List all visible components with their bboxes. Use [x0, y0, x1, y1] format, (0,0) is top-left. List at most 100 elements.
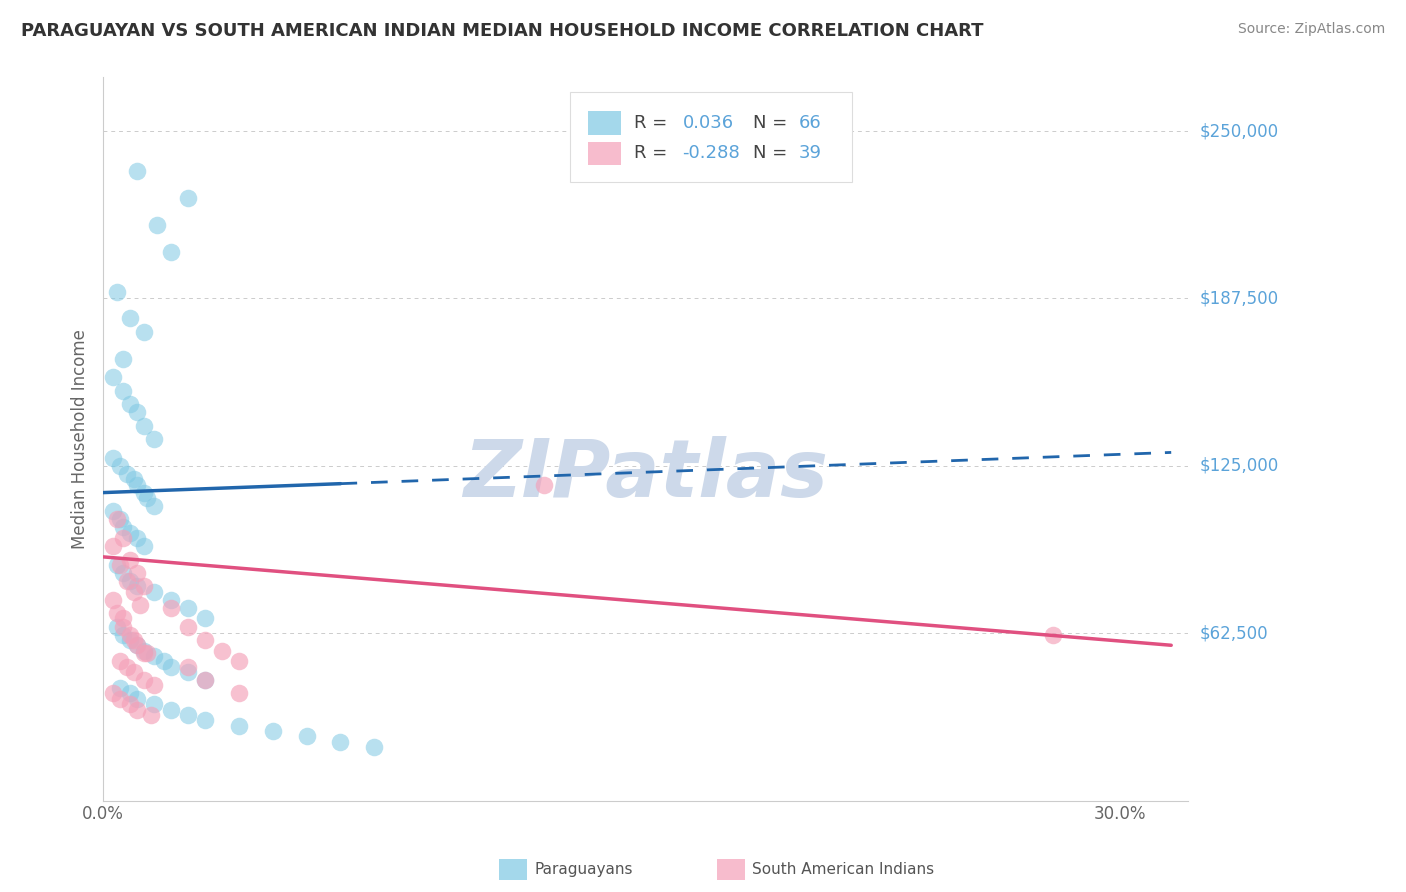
Point: [146, 218, 169, 232]
Point: [122, 584, 145, 599]
Point: [533, 477, 555, 491]
Point: [125, 531, 148, 545]
Point: [112, 531, 135, 545]
Point: [132, 646, 155, 660]
Point: [363, 740, 385, 755]
Point: [143, 499, 166, 513]
Point: [160, 244, 183, 259]
Text: PARAGUAYAN VS SOUTH AMERICAN INDIAN MEDIAN HOUSEHOLD INCOME CORRELATION CHART: PARAGUAYAN VS SOUTH AMERICAN INDIAN MEDI…: [21, 22, 984, 40]
Text: -0.288: -0.288: [682, 145, 741, 162]
Point: [112, 619, 135, 633]
Point: [103, 686, 125, 700]
Point: [194, 611, 217, 625]
Point: [108, 654, 131, 668]
Point: [132, 325, 155, 339]
Point: [125, 702, 148, 716]
Point: [194, 713, 217, 727]
Point: [122, 472, 145, 486]
Point: [120, 686, 142, 700]
Point: [143, 697, 166, 711]
Point: [194, 673, 217, 687]
Point: [132, 485, 155, 500]
Point: [125, 691, 148, 706]
Point: [115, 574, 138, 588]
Point: [120, 552, 142, 566]
Point: [125, 566, 148, 580]
Point: [143, 648, 166, 663]
FancyBboxPatch shape: [588, 142, 620, 165]
Point: [112, 611, 135, 625]
Point: [122, 665, 145, 679]
Point: [112, 627, 135, 641]
Text: N =: N =: [754, 114, 793, 132]
Point: [125, 638, 148, 652]
Text: R =: R =: [634, 145, 672, 162]
Point: [125, 164, 148, 178]
Point: [103, 539, 125, 553]
Text: R =: R =: [634, 114, 672, 132]
Point: [112, 351, 135, 366]
Point: [108, 558, 131, 572]
Point: [153, 654, 176, 668]
Point: [125, 579, 148, 593]
Text: $250,000: $250,000: [1199, 122, 1278, 140]
Point: [120, 311, 142, 326]
Text: 0.036: 0.036: [682, 114, 734, 132]
Point: [228, 654, 250, 668]
Text: Paraguayans: Paraguayans: [534, 863, 633, 877]
Point: [105, 512, 128, 526]
Point: [112, 384, 135, 398]
Point: [211, 643, 233, 657]
Text: $125,000: $125,000: [1199, 457, 1278, 475]
Point: [103, 592, 125, 607]
Point: [115, 659, 138, 673]
Point: [108, 691, 131, 706]
Point: [125, 477, 148, 491]
FancyBboxPatch shape: [569, 92, 852, 182]
Point: [132, 673, 155, 687]
Point: [177, 191, 200, 205]
Point: [143, 584, 166, 599]
Point: [329, 734, 352, 748]
Point: [112, 520, 135, 534]
Point: [105, 285, 128, 299]
Point: [105, 619, 128, 633]
Point: [228, 718, 250, 732]
Text: 39: 39: [799, 145, 821, 162]
Text: N =: N =: [754, 145, 793, 162]
FancyBboxPatch shape: [588, 112, 620, 135]
Point: [122, 632, 145, 647]
Point: [115, 467, 138, 481]
Point: [105, 558, 128, 572]
Point: [112, 566, 135, 580]
Point: [177, 707, 200, 722]
Point: [194, 632, 217, 647]
Text: $62,500: $62,500: [1199, 624, 1268, 642]
Point: [120, 627, 142, 641]
Point: [108, 681, 131, 695]
Point: [103, 370, 125, 384]
Point: [108, 458, 131, 473]
Point: [177, 619, 200, 633]
Point: [1042, 627, 1064, 641]
Point: [160, 592, 183, 607]
Point: [160, 659, 183, 673]
Point: [136, 491, 159, 505]
Point: [105, 606, 128, 620]
Point: [132, 539, 155, 553]
Text: 66: 66: [799, 114, 821, 132]
Point: [177, 659, 200, 673]
Point: [228, 686, 250, 700]
Point: [125, 638, 148, 652]
Point: [160, 600, 183, 615]
Point: [103, 504, 125, 518]
Point: [120, 397, 142, 411]
Point: [132, 643, 155, 657]
Point: [120, 697, 142, 711]
Point: [125, 405, 148, 419]
Point: [143, 432, 166, 446]
Text: $187,500: $187,500: [1199, 289, 1278, 308]
Point: [194, 673, 217, 687]
Point: [120, 632, 142, 647]
Text: ZIPatlas: ZIPatlas: [463, 436, 828, 514]
